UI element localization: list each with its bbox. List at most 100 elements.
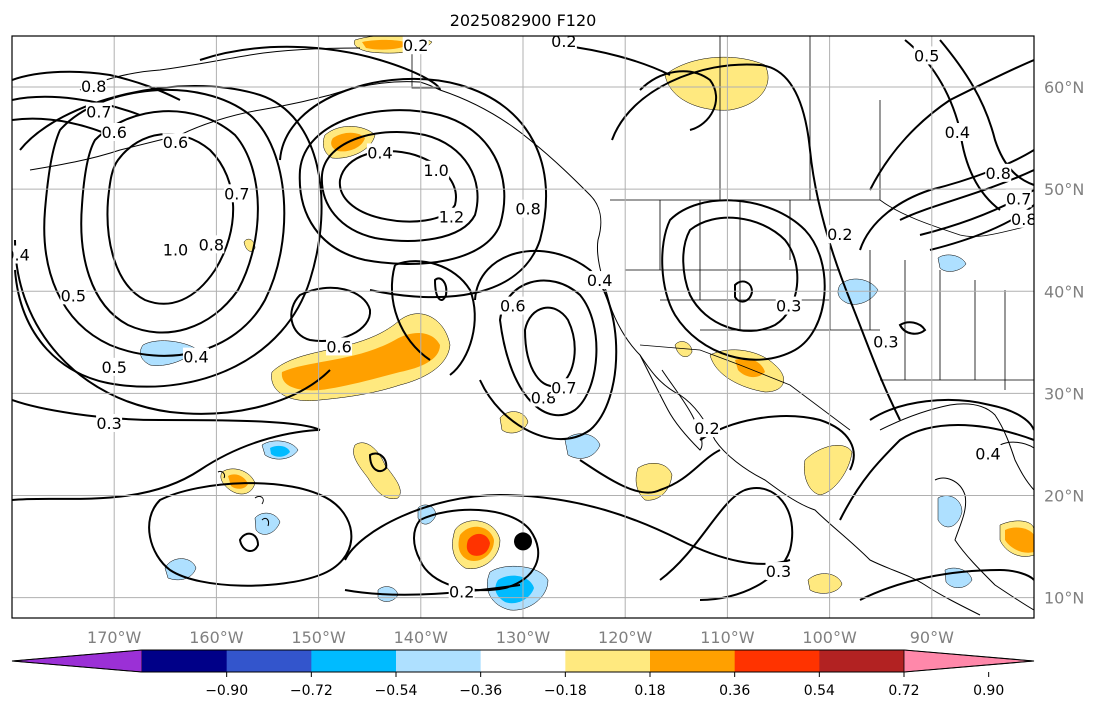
contour-26 (859, 568, 1034, 601)
contour-15 (682, 216, 799, 332)
colorbar-extend-high (903, 649, 1035, 673)
contour-label: 0.8 (986, 164, 1011, 183)
colorbar-label: 0.36 (719, 683, 750, 699)
contour-47 (238, 532, 260, 552)
contour-label: 0.4 (183, 348, 208, 367)
contour-27 (869, 399, 1034, 431)
lon-label: 160°W (189, 628, 244, 647)
contour-label: 0.4 (4, 246, 29, 265)
lat-label: 40°N (1044, 282, 1084, 301)
contour-14 (290, 286, 372, 342)
contour-21 (12, 429, 321, 501)
gulf-coast (879, 403, 1034, 491)
contour-label-bg (975, 444, 1002, 463)
longitude-labels: 170°W 160°W 150°W 140°W 130°W 120°W 110°W 100°W… (87, 628, 954, 647)
contour-label-bg (223, 184, 250, 203)
coastlines-and-borders (29, 36, 1034, 616)
contour-label: 0.2 (827, 225, 852, 244)
shade-positive-8 (804, 445, 853, 496)
contour-label: 0.5 (61, 286, 86, 305)
contour-label-bg (765, 562, 792, 581)
contour-23 (344, 493, 791, 565)
contour-label: 1.2 (439, 208, 464, 227)
contour-label-bg (1010, 209, 1034, 228)
contour-label-bg (530, 388, 557, 407)
contour-10 (523, 306, 576, 388)
contour-45 (898, 321, 927, 335)
contour-label-bg (162, 240, 189, 259)
alaska-coast (29, 81, 441, 171)
contour-20 (148, 482, 353, 587)
contour-label-bg (182, 347, 209, 366)
shade-positive-2 (664, 56, 769, 111)
contour-12 (474, 249, 618, 441)
lat-label: 50°N (1044, 180, 1084, 199)
contour-label-bg (85, 102, 112, 121)
contour-label-bg (12, 245, 31, 264)
contour-label: 0.4 (975, 445, 1000, 464)
contour-label: 0.5 (914, 46, 939, 65)
contour-label-bg (326, 337, 353, 356)
contour-37 (12, 95, 141, 116)
contour-label: 0.8 (199, 235, 224, 254)
colorbar-segment (650, 650, 736, 672)
cuba (999, 441, 1034, 449)
baja-california (639, 354, 703, 451)
lat-label: 20°N (1044, 486, 1084, 505)
lon-label: 170°W (87, 628, 142, 647)
contour-31 (899, 169, 1034, 221)
contour-18 (611, 63, 901, 421)
contour-25 (659, 487, 794, 601)
lon-label: 140°W (394, 628, 449, 647)
contour-label-bg (775, 296, 802, 315)
contour-label-bg (402, 36, 429, 55)
contour-label-bg (198, 235, 225, 254)
contour-label: 0.7 (86, 103, 111, 122)
shade-positive-9 (635, 463, 673, 501)
contour-label: 0.4 (587, 271, 612, 290)
contour-28 (839, 424, 1034, 521)
colorbar-label: 0.18 (634, 683, 665, 699)
us-mexico-border (639, 344, 851, 431)
shade-negative-5b (270, 445, 290, 457)
contour-3 (43, 89, 286, 357)
shade-positive-12b (228, 474, 248, 489)
latitude-labels: 10°N 20°N 30°N 40°N 50°N 60°N (1044, 78, 1084, 608)
shade-positive-4b (362, 39, 410, 50)
contour-label: 0.3 (766, 562, 791, 581)
contour-label: 0.8 (1011, 210, 1036, 229)
shade-negative-10 (937, 254, 967, 272)
contour-label: 0.7 (1006, 189, 1031, 208)
contour-label: 0.8 (81, 77, 106, 96)
contour-label: 1.0 (163, 240, 188, 259)
contour-label-bg (96, 414, 123, 432)
lat-label: 30°N (1044, 384, 1084, 403)
colorbar-label: 0.72 (888, 683, 919, 699)
contour-label: 0.3 (96, 414, 121, 433)
contour-8 (298, 109, 506, 265)
contour-11 (498, 279, 598, 417)
colorbar-label: −0.90 (205, 683, 248, 699)
contour-label-bg (872, 332, 899, 351)
lon-label: 110°W (700, 628, 755, 647)
lon-label: 100°W (802, 628, 857, 647)
contour-24 (344, 584, 521, 596)
lat-label: 10°N (1044, 589, 1084, 608)
anomaly-shading (140, 36, 1034, 611)
contour-label-bg (448, 582, 475, 601)
contour-label: 0.4 (945, 123, 970, 142)
shade-negative-2 (140, 340, 196, 366)
contour-label: 0.8 (515, 200, 540, 219)
contour-label-bg (101, 123, 128, 141)
contour-label-bg (693, 419, 720, 438)
contour-label: 0.6 (163, 133, 188, 152)
map-title: 2025082900 F120 (450, 11, 597, 30)
contour-label-bg (60, 286, 87, 305)
contour-16 (661, 199, 826, 361)
contour-label-bg (550, 378, 577, 397)
contour-label-bg (101, 357, 128, 376)
contour-label: 0.8 (531, 388, 556, 407)
contour-label: 0.3 (776, 297, 801, 316)
colorbar-label: −0.72 (290, 683, 333, 699)
hawaii (217, 471, 269, 527)
